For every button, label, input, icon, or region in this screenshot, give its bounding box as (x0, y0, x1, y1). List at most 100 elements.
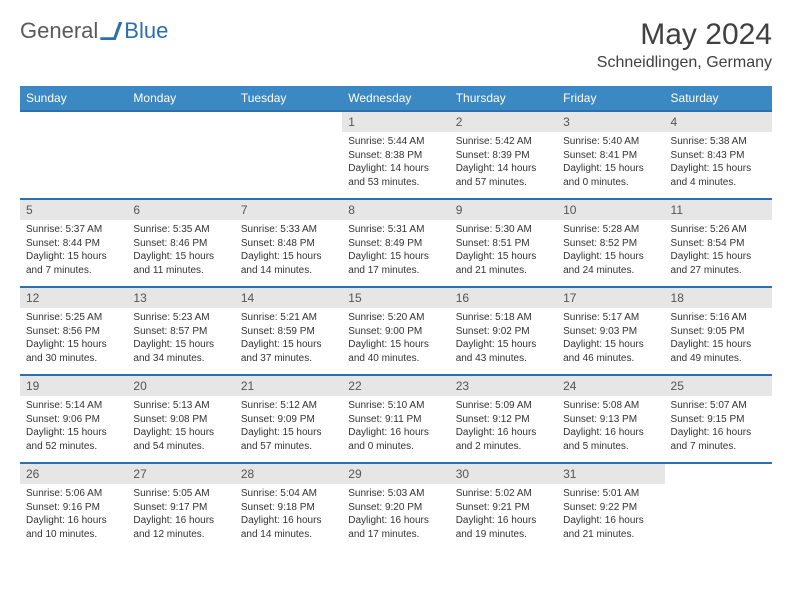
day-number: 6 (127, 200, 234, 220)
day-text: Sunrise: 5:12 AM Sunset: 9:09 PM Dayligh… (235, 396, 342, 457)
calendar-cell: 10Sunrise: 5:28 AM Sunset: 8:52 PM Dayli… (557, 199, 664, 287)
day-number: 17 (557, 288, 664, 308)
day-text: Sunrise: 5:30 AM Sunset: 8:51 PM Dayligh… (450, 220, 557, 281)
day-number: 29 (342, 464, 449, 484)
calendar-cell: 25Sunrise: 5:07 AM Sunset: 9:15 PM Dayli… (665, 375, 772, 463)
day-text: Sunrise: 5:09 AM Sunset: 9:12 PM Dayligh… (450, 396, 557, 457)
logo: General Blue (20, 18, 168, 44)
calendar-cell: 31Sunrise: 5:01 AM Sunset: 9:22 PM Dayli… (557, 463, 664, 551)
weekday-header: Tuesday (235, 86, 342, 111)
day-text: Sunrise: 5:07 AM Sunset: 9:15 PM Dayligh… (665, 396, 772, 457)
day-number: 14 (235, 288, 342, 308)
day-text: Sunrise: 5:02 AM Sunset: 9:21 PM Dayligh… (450, 484, 557, 545)
day-number: 19 (20, 376, 127, 396)
title-block: May 2024 Schneidlingen, Germany (597, 18, 772, 72)
calendar-cell (20, 111, 127, 199)
calendar-week: 1Sunrise: 5:44 AM Sunset: 8:38 PM Daylig… (20, 111, 772, 199)
weekday-header: Wednesday (342, 86, 449, 111)
day-text: Sunrise: 5:38 AM Sunset: 8:43 PM Dayligh… (665, 132, 772, 193)
location: Schneidlingen, Germany (597, 54, 772, 72)
day-text: Sunrise: 5:20 AM Sunset: 9:00 PM Dayligh… (342, 308, 449, 369)
calendar-cell: 29Sunrise: 5:03 AM Sunset: 9:20 PM Dayli… (342, 463, 449, 551)
day-text (20, 118, 127, 125)
calendar-cell: 8Sunrise: 5:31 AM Sunset: 8:49 PM Daylig… (342, 199, 449, 287)
day-text: Sunrise: 5:17 AM Sunset: 9:03 PM Dayligh… (557, 308, 664, 369)
day-number: 27 (127, 464, 234, 484)
day-text: Sunrise: 5:40 AM Sunset: 8:41 PM Dayligh… (557, 132, 664, 193)
day-number: 8 (342, 200, 449, 220)
calendar-cell: 19Sunrise: 5:14 AM Sunset: 9:06 PM Dayli… (20, 375, 127, 463)
calendar-cell: 14Sunrise: 5:21 AM Sunset: 8:59 PM Dayli… (235, 287, 342, 375)
day-text: Sunrise: 5:28 AM Sunset: 8:52 PM Dayligh… (557, 220, 664, 281)
calendar-week: 19Sunrise: 5:14 AM Sunset: 9:06 PM Dayli… (20, 375, 772, 463)
calendar-cell (235, 111, 342, 199)
month-title: May 2024 (597, 18, 772, 52)
day-number: 7 (235, 200, 342, 220)
calendar-cell: 26Sunrise: 5:06 AM Sunset: 9:16 PM Dayli… (20, 463, 127, 551)
day-number: 2 (450, 112, 557, 132)
calendar-cell: 1Sunrise: 5:44 AM Sunset: 8:38 PM Daylig… (342, 111, 449, 199)
day-number: 31 (557, 464, 664, 484)
day-text: Sunrise: 5:05 AM Sunset: 9:17 PM Dayligh… (127, 484, 234, 545)
day-number: 16 (450, 288, 557, 308)
calendar-cell: 23Sunrise: 5:09 AM Sunset: 9:12 PM Dayli… (450, 375, 557, 463)
calendar-cell: 5Sunrise: 5:37 AM Sunset: 8:44 PM Daylig… (20, 199, 127, 287)
weekday-header: Monday (127, 86, 234, 111)
calendar-table: SundayMondayTuesdayWednesdayThursdayFrid… (20, 86, 772, 551)
calendar-cell: 24Sunrise: 5:08 AM Sunset: 9:13 PM Dayli… (557, 375, 664, 463)
day-text: Sunrise: 5:06 AM Sunset: 9:16 PM Dayligh… (20, 484, 127, 545)
day-number: 30 (450, 464, 557, 484)
day-text: Sunrise: 5:21 AM Sunset: 8:59 PM Dayligh… (235, 308, 342, 369)
calendar-cell: 12Sunrise: 5:25 AM Sunset: 8:56 PM Dayli… (20, 287, 127, 375)
calendar-cell: 13Sunrise: 5:23 AM Sunset: 8:57 PM Dayli… (127, 287, 234, 375)
day-number: 1 (342, 112, 449, 132)
header: General Blue May 2024 Schneidlingen, Ger… (20, 18, 772, 72)
day-number: 4 (665, 112, 772, 132)
day-text: Sunrise: 5:08 AM Sunset: 9:13 PM Dayligh… (557, 396, 664, 457)
calendar-cell: 4Sunrise: 5:38 AM Sunset: 8:43 PM Daylig… (665, 111, 772, 199)
day-number: 23 (450, 376, 557, 396)
calendar-week: 5Sunrise: 5:37 AM Sunset: 8:44 PM Daylig… (20, 199, 772, 287)
day-text: Sunrise: 5:33 AM Sunset: 8:48 PM Dayligh… (235, 220, 342, 281)
day-text: Sunrise: 5:31 AM Sunset: 8:49 PM Dayligh… (342, 220, 449, 281)
day-text: Sunrise: 5:23 AM Sunset: 8:57 PM Dayligh… (127, 308, 234, 369)
day-text: Sunrise: 5:25 AM Sunset: 8:56 PM Dayligh… (20, 308, 127, 369)
day-number: 25 (665, 376, 772, 396)
day-text: Sunrise: 5:03 AM Sunset: 9:20 PM Dayligh… (342, 484, 449, 545)
calendar-cell: 7Sunrise: 5:33 AM Sunset: 8:48 PM Daylig… (235, 199, 342, 287)
calendar-cell: 15Sunrise: 5:20 AM Sunset: 9:00 PM Dayli… (342, 287, 449, 375)
day-text: Sunrise: 5:26 AM Sunset: 8:54 PM Dayligh… (665, 220, 772, 281)
day-text: Sunrise: 5:13 AM Sunset: 9:08 PM Dayligh… (127, 396, 234, 457)
day-text: Sunrise: 5:16 AM Sunset: 9:05 PM Dayligh… (665, 308, 772, 369)
day-number: 21 (235, 376, 342, 396)
calendar-cell: 9Sunrise: 5:30 AM Sunset: 8:51 PM Daylig… (450, 199, 557, 287)
calendar-cell: 6Sunrise: 5:35 AM Sunset: 8:46 PM Daylig… (127, 199, 234, 287)
calendar-cell: 18Sunrise: 5:16 AM Sunset: 9:05 PM Dayli… (665, 287, 772, 375)
day-number: 9 (450, 200, 557, 220)
day-number: 24 (557, 376, 664, 396)
weekday-header: Sunday (20, 86, 127, 111)
day-number: 15 (342, 288, 449, 308)
day-text: Sunrise: 5:04 AM Sunset: 9:18 PM Dayligh… (235, 484, 342, 545)
weekday-header: Saturday (665, 86, 772, 111)
weekday-header: Friday (557, 86, 664, 111)
calendar-week: 26Sunrise: 5:06 AM Sunset: 9:16 PM Dayli… (20, 463, 772, 551)
calendar-cell: 21Sunrise: 5:12 AM Sunset: 9:09 PM Dayli… (235, 375, 342, 463)
day-number: 28 (235, 464, 342, 484)
sail-icon (100, 22, 122, 40)
logo-general: General (20, 18, 98, 44)
weekday-header: Thursday (450, 86, 557, 111)
calendar-cell: 28Sunrise: 5:04 AM Sunset: 9:18 PM Dayli… (235, 463, 342, 551)
calendar-week: 12Sunrise: 5:25 AM Sunset: 8:56 PM Dayli… (20, 287, 772, 375)
calendar-cell: 30Sunrise: 5:02 AM Sunset: 9:21 PM Dayli… (450, 463, 557, 551)
calendar-body: 1Sunrise: 5:44 AM Sunset: 8:38 PM Daylig… (20, 111, 772, 551)
day-number: 3 (557, 112, 664, 132)
day-text: Sunrise: 5:42 AM Sunset: 8:39 PM Dayligh… (450, 132, 557, 193)
day-text: Sunrise: 5:44 AM Sunset: 8:38 PM Dayligh… (342, 132, 449, 193)
day-number: 12 (20, 288, 127, 308)
logo-blue: Blue (124, 18, 168, 44)
day-number: 10 (557, 200, 664, 220)
calendar-cell (127, 111, 234, 199)
calendar-cell: 17Sunrise: 5:17 AM Sunset: 9:03 PM Dayli… (557, 287, 664, 375)
day-text: Sunrise: 5:18 AM Sunset: 9:02 PM Dayligh… (450, 308, 557, 369)
